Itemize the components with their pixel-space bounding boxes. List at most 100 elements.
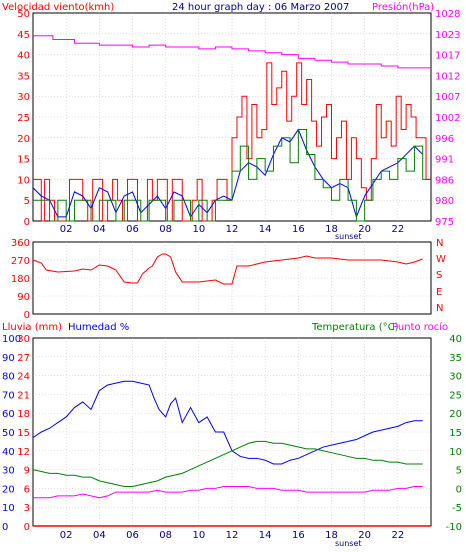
rain-y-tick-label: 15 <box>17 428 30 439</box>
rain-y-ticks: 0 3 6 9 12 15 18 21 24 27 30 <box>17 334 30 533</box>
x-tick-label: 06 <box>126 530 139 541</box>
humidity-y-tick-label: 70 <box>2 390 15 401</box>
wind-y-tick-label: 5 <box>24 196 30 207</box>
x-tick-label: 18 <box>325 224 338 235</box>
sunset-label-top: sunset <box>335 232 362 241</box>
compass-label: N <box>436 238 443 249</box>
rain-axis-title: Lluvia (mm) <box>2 322 62 333</box>
pressure-y-tick-label: 1023 <box>435 30 460 41</box>
x-tick-label: 16 <box>292 530 305 541</box>
compass-label: W <box>436 254 446 265</box>
humidity-series <box>32 380 431 527</box>
x-tick-label: 04 <box>93 530 106 541</box>
direction-y-tick-label: 270 <box>11 256 30 267</box>
wind-series-line-2 <box>33 128 431 222</box>
pressure-y-tick-label: 991 <box>435 155 454 166</box>
humidity-grid <box>33 338 431 526</box>
humidity-axis-title: Humedad % <box>68 322 129 333</box>
humidity-y-tick-label: 30 <box>2 466 15 477</box>
humidity-y-tick-label: 90 <box>2 353 15 364</box>
rain-y-tick-label: 18 <box>17 409 30 420</box>
rain-y-tick-label: 27 <box>17 353 30 364</box>
x-tick-label: 14 <box>259 224 272 235</box>
x-tick-label: 12 <box>226 224 239 235</box>
temperature-y-tick-label: 40 <box>449 334 462 345</box>
sunset-label-bottom: sunset <box>335 539 362 548</box>
wind-y-tick-label: 25 <box>17 113 30 124</box>
temperature-y-tick-label: 0 <box>456 484 462 495</box>
rain-y-tick-label: 3 <box>24 503 30 514</box>
humidity-y-tick-label: 10 <box>2 503 15 514</box>
chart-title: 24 hour graph day : 06 Marzo 2007 <box>172 2 349 13</box>
rain-y-tick-label: 30 <box>17 334 30 345</box>
x-tick-label: 14 <box>259 530 272 541</box>
humidity-y-tick-label: 40 <box>2 447 15 458</box>
x-tick-label: 10 <box>192 530 205 541</box>
rain-y-tick-label: 0 <box>24 522 30 533</box>
x-tick-label: 08 <box>159 530 172 541</box>
rain-y-tick-label: 12 <box>17 447 30 458</box>
x-tick-label: 20 <box>358 224 371 235</box>
wind-y-tick-label: 20 <box>17 134 30 145</box>
direction-line-0 <box>32 253 423 285</box>
pressure-y-tick-label: 1002 <box>435 113 460 124</box>
temperature-y-tick-label: 10 <box>449 447 462 458</box>
x-tick-label: 16 <box>292 224 305 235</box>
wind-y-tick-label: 10 <box>17 175 30 186</box>
wind-y-tick-label: 15 <box>17 155 30 166</box>
humidity-temperature-panel: Lluvia (mm) Humedad % Temperatura (°C) P… <box>2 321 462 548</box>
humidity-y-tick-label: 0 <box>2 522 8 533</box>
wind-series <box>32 35 431 222</box>
pressure-y-tick-label: 996 <box>435 134 454 145</box>
temperature-y-tick-label: 20 <box>449 409 462 420</box>
pressure-y-tick-label: 986 <box>435 175 454 186</box>
compass-label: S <box>436 270 442 281</box>
humidity-x-ticks: 02 04 06 08 10 12 14 16 18 20 22 <box>60 530 404 541</box>
wind-y-tick-label: 45 <box>17 30 30 41</box>
pressure-y-tick-label: 1012 <box>435 71 460 82</box>
wind-y-ticks: 0 5 10 15 20 25 30 35 40 45 50 <box>17 9 30 228</box>
temperature-y-tick-label: 5 <box>456 466 462 477</box>
wind-y-tick-label: 0 <box>24 217 30 228</box>
x-tick-label: 20 <box>358 530 371 541</box>
rain-y-tick-label: 6 <box>24 484 30 495</box>
pressure-y-tick-label: 980 <box>435 196 454 207</box>
direction-y-tick-label: 180 <box>11 274 30 285</box>
humidity-y-tick-label: 20 <box>2 484 15 495</box>
x-tick-label: 18 <box>325 530 338 541</box>
compass-label: E <box>436 287 442 298</box>
direction-y-tick-label: 0 <box>24 310 30 321</box>
temperature-y-ticks: -10 -5 0 5 10 15 20 25 30 35 40 <box>446 334 462 533</box>
x-tick-label: 22 <box>391 530 404 541</box>
humidity-line <box>32 380 423 465</box>
x-tick-label: 02 <box>60 530 73 541</box>
humidity-y-tick-label: 50 <box>2 428 15 439</box>
humidity-y-tick-label: 60 <box>2 409 15 420</box>
direction-y-tick-label: 360 <box>11 238 30 249</box>
direction-y-ticks: 0 90 180 270 360 <box>11 238 30 321</box>
compass-label: N <box>436 303 443 314</box>
wind-x-ticks: 02 04 06 08 10 12 14 16 18 20 22 <box>60 224 404 235</box>
rain-y-tick-label: 21 <box>17 390 30 401</box>
wind-y-tick-label: 35 <box>17 71 30 82</box>
pressure-y-tick-label: 1007 <box>435 92 460 103</box>
temperature-y-tick-label: 30 <box>449 372 462 383</box>
rain-y-tick-label: 24 <box>17 372 30 383</box>
temperature-y-tick-label: 25 <box>449 390 462 401</box>
wind-speed-axis-title: Velocidad viento(kmh) <box>2 2 114 13</box>
x-tick-label: 04 <box>93 224 106 235</box>
direction-grid <box>33 242 431 314</box>
wind-y-tick-label: 40 <box>17 51 30 62</box>
x-tick-label: 02 <box>60 224 73 235</box>
temperature-line <box>32 440 423 488</box>
wind-pressure-panel: Velocidad viento(kmh) 24 hour graph day … <box>2 1 460 241</box>
dewpoint-axis-title: Punto rocío <box>392 321 448 333</box>
x-tick-label: 12 <box>226 530 239 541</box>
direction-series <box>32 253 423 285</box>
x-tick-label: 22 <box>391 224 404 235</box>
temperature-y-tick-label: -5 <box>452 503 462 514</box>
x-tick-label: 06 <box>126 224 139 235</box>
